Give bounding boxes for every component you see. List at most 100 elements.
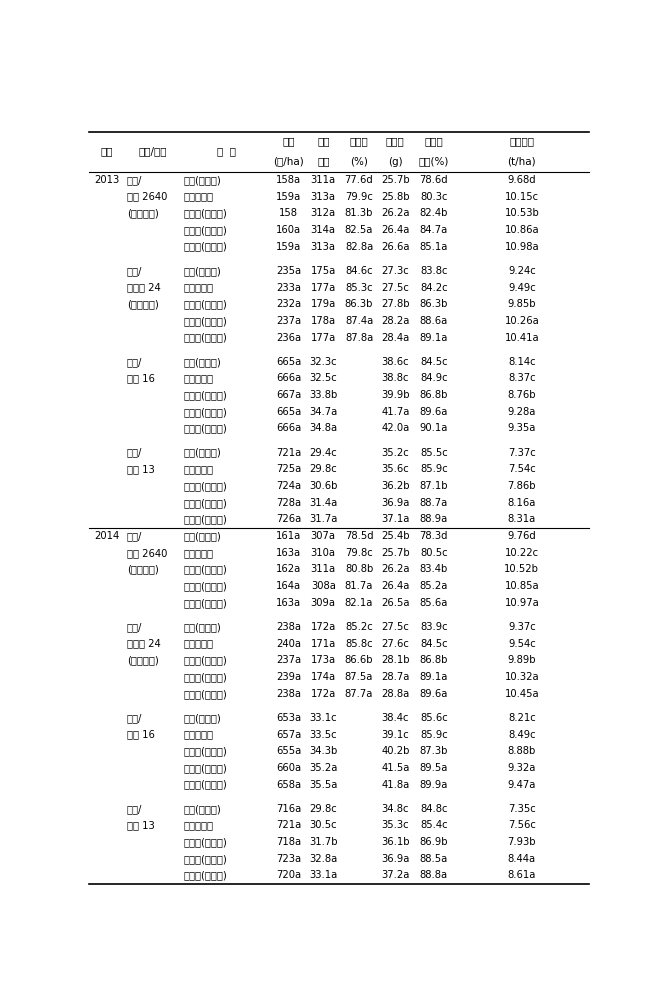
Text: 8.61a: 8.61a — [508, 870, 536, 880]
Text: 磷钾叶面肥: 磷钾叶面肥 — [183, 464, 214, 474]
Text: (杂交粳稻): (杂交粳稻) — [127, 208, 159, 218]
Text: 宁麦 13: 宁麦 13 — [127, 464, 155, 474]
Text: 促进剂(中浓度): 促进剂(中浓度) — [183, 316, 227, 326]
Text: 86.3b: 86.3b — [420, 299, 448, 309]
Text: 9.32a: 9.32a — [508, 763, 536, 773]
Text: 9.47a: 9.47a — [508, 780, 536, 790]
Text: 158: 158 — [279, 208, 298, 218]
Text: 2013: 2013 — [94, 175, 120, 185]
Text: 7.56c: 7.56c — [508, 820, 535, 830]
Text: 10.53b: 10.53b — [504, 208, 539, 218]
Text: 86.3b: 86.3b — [345, 299, 373, 309]
Text: 178a: 178a — [311, 316, 336, 326]
Text: 89.5a: 89.5a — [420, 763, 448, 773]
Text: 促进剂(中浓度): 促进剂(中浓度) — [183, 407, 227, 417]
Text: 促进剂(高浓度): 促进剂(高浓度) — [183, 598, 227, 608]
Text: 311a: 311a — [311, 175, 336, 185]
Text: 39.9b: 39.9b — [381, 390, 410, 400]
Text: 90.1a: 90.1a — [420, 423, 448, 433]
Text: 10.26a: 10.26a — [504, 316, 539, 326]
Text: 26.5a: 26.5a — [381, 598, 410, 608]
Text: 34.8c: 34.8c — [381, 804, 409, 814]
Text: 10.86a: 10.86a — [504, 225, 539, 235]
Text: 小麦/: 小麦/ — [127, 357, 142, 367]
Text: 89.9a: 89.9a — [420, 780, 448, 790]
Text: 38.8c: 38.8c — [381, 373, 409, 383]
Text: 促进剂(中浓度): 促进剂(中浓度) — [183, 763, 227, 773]
Text: 666a: 666a — [276, 423, 301, 433]
Text: 175a: 175a — [311, 266, 336, 276]
Text: 7.86b: 7.86b — [508, 481, 536, 491]
Text: 40.2b: 40.2b — [381, 746, 409, 756]
Text: 41.7a: 41.7a — [381, 407, 409, 417]
Text: 85.9c: 85.9c — [420, 730, 447, 740]
Text: 9.28a: 9.28a — [508, 407, 536, 417]
Text: (常规粳稻): (常规粳稻) — [127, 655, 159, 665]
Text: 36.9a: 36.9a — [381, 854, 409, 864]
Text: 33.1a: 33.1a — [309, 870, 337, 880]
Text: 233a: 233a — [276, 283, 301, 293]
Text: 10.52b: 10.52b — [504, 564, 539, 574]
Text: 83.8c: 83.8c — [420, 266, 447, 276]
Text: 水稻/: 水稻/ — [127, 175, 142, 185]
Text: 80.3c: 80.3c — [420, 192, 447, 202]
Text: 81.3b: 81.3b — [345, 208, 373, 218]
Text: 86.6b: 86.6b — [345, 655, 373, 665]
Text: 8.44a: 8.44a — [508, 854, 536, 864]
Text: 84.9c: 84.9c — [420, 373, 447, 383]
Text: 年份: 年份 — [100, 147, 113, 157]
Text: 9.89b: 9.89b — [508, 655, 536, 665]
Text: 721a: 721a — [276, 820, 301, 830]
Text: 磷钾叶面肥: 磷钾叶面肥 — [183, 283, 214, 293]
Text: 促进剂(高浓度): 促进剂(高浓度) — [183, 780, 227, 790]
Text: 161a: 161a — [276, 531, 301, 541]
Text: 宁麦 13: 宁麦 13 — [127, 820, 155, 830]
Text: 665a: 665a — [276, 357, 301, 367]
Text: 磷钾叶面肥: 磷钾叶面肥 — [183, 820, 214, 830]
Text: 42.0a: 42.0a — [381, 423, 409, 433]
Text: 促进剂(低浓度): 促进剂(低浓度) — [183, 837, 227, 847]
Text: 25.7b: 25.7b — [381, 175, 410, 185]
Text: 36.2b: 36.2b — [381, 481, 410, 491]
Text: 28.1b: 28.1b — [381, 655, 410, 665]
Text: 10.22c: 10.22c — [505, 548, 539, 558]
Text: 307a: 307a — [311, 531, 336, 541]
Text: 25.8b: 25.8b — [381, 192, 410, 202]
Text: 水稻/: 水稻/ — [127, 266, 142, 276]
Text: 7.37c: 7.37c — [508, 448, 535, 458]
Text: 磷钾叶面肥: 磷钾叶面肥 — [183, 730, 214, 740]
Text: 9.68d: 9.68d — [508, 175, 536, 185]
Text: 85.2c: 85.2c — [345, 622, 373, 632]
Text: 9.35a: 9.35a — [508, 423, 536, 433]
Text: 扬麦 16: 扬麦 16 — [127, 373, 155, 383]
Text: 34.3b: 34.3b — [309, 746, 337, 756]
Text: 718a: 718a — [276, 837, 301, 847]
Text: 89.1a: 89.1a — [420, 333, 448, 343]
Text: 32.3c: 32.3c — [309, 357, 337, 367]
Text: 235a: 235a — [276, 266, 301, 276]
Text: 232a: 232a — [276, 299, 301, 309]
Text: 千粒重: 千粒重 — [386, 137, 405, 147]
Text: 237a: 237a — [276, 655, 301, 665]
Text: 88.8a: 88.8a — [420, 870, 447, 880]
Text: 87.3b: 87.3b — [420, 746, 448, 756]
Text: 667a: 667a — [276, 390, 301, 400]
Text: 313a: 313a — [311, 242, 336, 252]
Text: 87.5a: 87.5a — [345, 672, 373, 682]
Text: 8.16a: 8.16a — [508, 498, 536, 508]
Text: 163a: 163a — [276, 598, 301, 608]
Text: 促进剂(低浓度): 促进剂(低浓度) — [183, 746, 227, 756]
Text: 26.6a: 26.6a — [381, 242, 410, 252]
Text: 89.6a: 89.6a — [420, 407, 448, 417]
Text: (%): (%) — [350, 157, 368, 167]
Text: 309a: 309a — [311, 598, 336, 608]
Text: 9.37c: 9.37c — [508, 622, 535, 632]
Text: 88.5a: 88.5a — [420, 854, 448, 864]
Text: 172a: 172a — [311, 689, 336, 699]
Text: 87.4a: 87.4a — [345, 316, 373, 326]
Text: 促进剂(低浓度): 促进剂(低浓度) — [183, 481, 227, 491]
Text: 对照(喷清水): 对照(喷清水) — [183, 531, 221, 541]
Text: 33.8b: 33.8b — [309, 390, 337, 400]
Text: 179a: 179a — [311, 299, 336, 309]
Text: 8.31a: 8.31a — [508, 514, 536, 524]
